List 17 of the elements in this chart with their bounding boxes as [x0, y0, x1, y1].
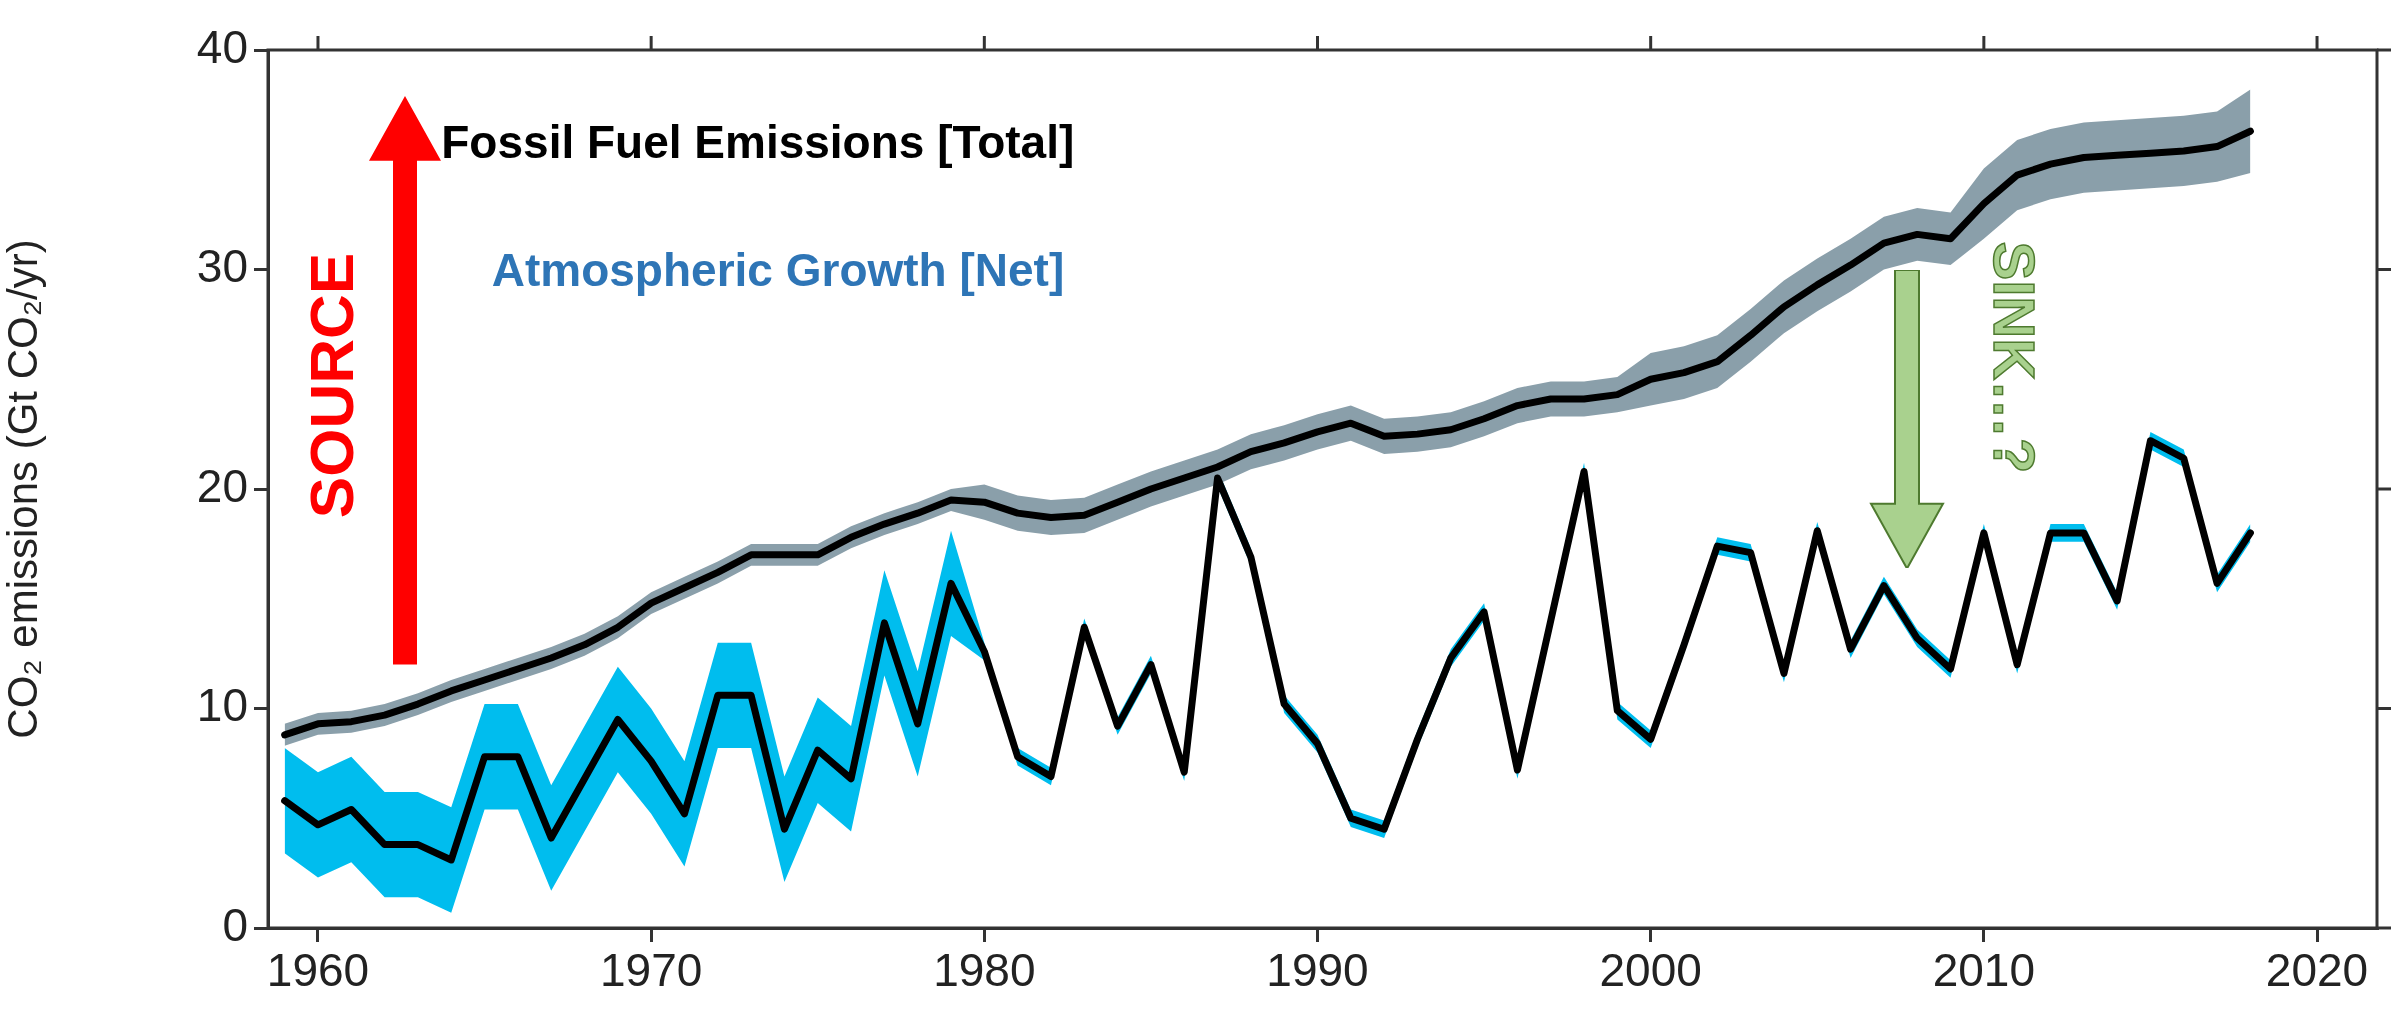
y-axis-title: CO₂ emissions (Gt CO₂/yr): [0, 239, 46, 739]
x-tick-label: 2010: [1932, 944, 2036, 997]
annotation: SINK…?: [1980, 241, 2048, 474]
x-tick-label: 1980: [933, 944, 1036, 997]
x-tick-label: 1960: [266, 944, 370, 997]
y-tick-label: 20: [196, 459, 248, 512]
x-tick-label: 1970: [599, 944, 703, 997]
x-tick-label: 2000: [1599, 944, 1702, 997]
annotation: SOURCE: [295, 253, 367, 519]
annotation: Atmospheric Growth [Net]: [491, 242, 1065, 297]
y-tick-label: 40: [196, 20, 248, 73]
x-tick-label: 2020: [2265, 944, 2369, 997]
y-tick-label: 0: [222, 898, 248, 951]
annotation: Fossil Fuel Emissions [Total]: [441, 115, 1075, 170]
y-tick-label: 30: [196, 240, 248, 293]
y-tick-label: 10: [196, 679, 248, 732]
x-tick-label: 1990: [1266, 944, 1369, 997]
